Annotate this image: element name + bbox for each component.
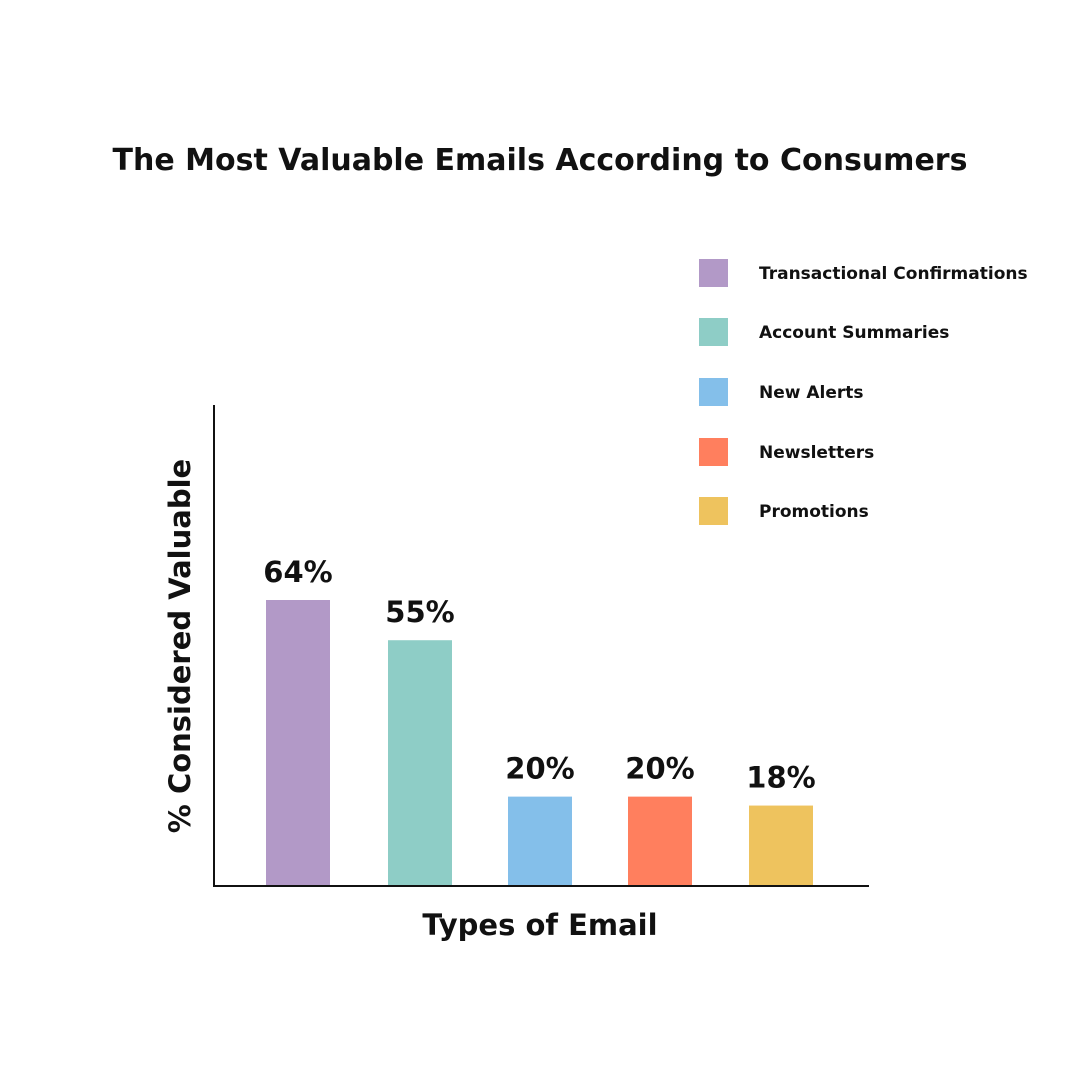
bar-3 xyxy=(628,796,692,886)
legend-swatch-3 xyxy=(699,438,728,466)
legend-label-4: Promotions xyxy=(759,502,869,522)
bar-data-label-1: 55% xyxy=(385,595,454,629)
bars-group xyxy=(266,600,813,886)
bar-data-label-2: 20% xyxy=(505,752,574,786)
bar-data-label-0: 64% xyxy=(263,555,332,589)
legend-swatch-2 xyxy=(699,378,728,406)
legend-label-3: Newsletters xyxy=(759,443,874,463)
bar-2 xyxy=(508,796,572,886)
y-axis-label: % Considered Valuable xyxy=(163,459,197,833)
legend-swatch-4 xyxy=(699,497,728,525)
legend-label-2: New Alerts xyxy=(759,383,864,403)
bar-0 xyxy=(266,600,330,886)
bar-1 xyxy=(388,640,452,886)
legend: Transactional Confirmations Account Summa… xyxy=(699,259,1028,525)
bar-data-label-3: 20% xyxy=(625,752,694,786)
bar-data-label-4: 18% xyxy=(746,761,815,795)
legend-label-0: Transactional Confirmations xyxy=(759,264,1028,284)
bar-4 xyxy=(749,805,813,886)
legend-swatch-1 xyxy=(699,318,728,346)
legend-swatch-0 xyxy=(699,259,728,287)
x-axis-label: Types of Email xyxy=(422,908,657,942)
chart-title: The Most Valuable Emails According to Co… xyxy=(113,143,968,178)
bar-data-labels: 64% 55% 20% 20% 18% xyxy=(263,555,815,795)
legend-label-1: Account Summaries xyxy=(759,323,949,343)
